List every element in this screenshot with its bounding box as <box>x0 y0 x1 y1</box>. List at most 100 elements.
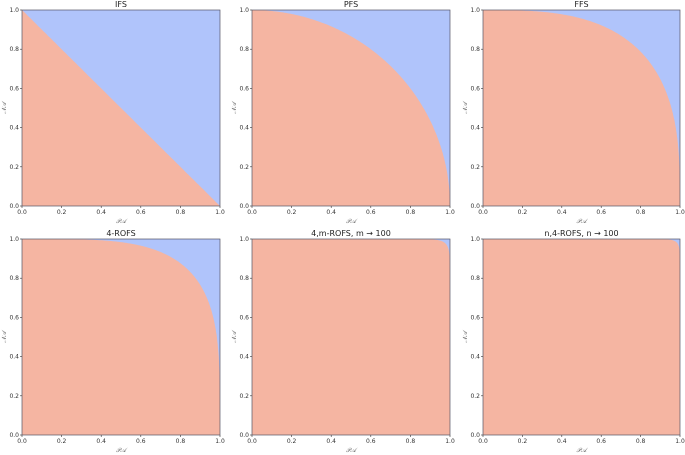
y-tick-label: 0.2 <box>470 393 480 400</box>
y-tick-label: 0.6 <box>239 85 249 92</box>
y-tick-label: 1.0 <box>9 236 19 243</box>
y-tick-label: 0.2 <box>239 164 249 171</box>
x-tick-label: 1.0 <box>215 438 225 445</box>
x-tick-label: 0.2 <box>287 438 297 445</box>
subplot-title: IFS <box>115 0 127 9</box>
y-tick-label: 0.0 <box>239 203 249 210</box>
x-tick-label: 0.2 <box>518 209 528 216</box>
x-tick-label: 0.2 <box>57 209 67 216</box>
inside-region <box>22 239 220 435</box>
x-axis-label: 𝒫𝒜 <box>116 447 128 454</box>
x-tick-label: 0.6 <box>366 209 376 216</box>
x-tick-label: 0.0 <box>247 209 257 216</box>
x-tick-label: 1.0 <box>675 209 685 216</box>
y-tick-label: 0.4 <box>9 125 19 132</box>
subplot-title: 4-ROFS <box>106 229 135 238</box>
y-tick-label: 0.6 <box>470 314 480 321</box>
x-tick-label: 0.4 <box>557 438 567 445</box>
y-tick-label: 0.8 <box>239 275 249 282</box>
x-tick-label: 0.8 <box>176 209 186 216</box>
x-tick-label: 0.0 <box>17 438 27 445</box>
x-axis-label: 𝒫𝒜 <box>576 447 588 454</box>
x-tick-label: 0.4 <box>557 209 567 216</box>
x-tick-label: 0.2 <box>518 438 528 445</box>
y-axis-label: 𝒩𝒜 <box>462 100 469 114</box>
x-tick-label: 0.0 <box>17 209 27 216</box>
axes-frame <box>251 9 451 207</box>
inside-region <box>483 239 680 435</box>
x-tick-label: 0.6 <box>596 438 606 445</box>
y-tick-label: 0.8 <box>470 46 480 53</box>
y-tick-label: 1.0 <box>239 236 249 243</box>
x-tick-label: 0.2 <box>287 209 297 216</box>
y-tick-label: 0.4 <box>239 354 249 361</box>
y-tick-label: 1.0 <box>470 236 480 243</box>
y-tick-label: 1.0 <box>9 7 19 14</box>
x-tick-label: 0.8 <box>406 209 416 216</box>
subplot-5: 4,m-ROFS, m → 100 0.0 0.2 0.4 0.6 0.8 1.0 0.0 0.… <box>231 229 455 454</box>
y-tick-label: 0.6 <box>9 85 19 92</box>
y-tick-label: 0.2 <box>9 393 19 400</box>
subplot-2: PFS 0.0 0.2 0.4 0.6 0.8 1.0 0.0 0.2 0.4 0.6 0.8 1.0 𝒫… <box>231 0 455 225</box>
x-tick-label: 0.6 <box>136 438 146 445</box>
y-axis-label: 𝒩𝒜 <box>462 329 469 343</box>
x-tick-label: 0.0 <box>247 438 257 445</box>
y-axis-label: 𝒩𝒜 <box>231 100 238 114</box>
axes-frame <box>251 238 451 436</box>
x-tick-label: 0.2 <box>57 438 67 445</box>
y-tick-label: 0.2 <box>239 393 249 400</box>
x-axis-label: 𝒫𝒜 <box>116 218 128 225</box>
y-tick-label: 0.0 <box>470 432 480 439</box>
x-tick-label: 0.4 <box>96 209 106 216</box>
y-tick-label: 0.6 <box>9 314 19 321</box>
subplot-title: PFS <box>344 0 358 9</box>
y-tick-label: 0.8 <box>239 46 249 53</box>
x-tick-label: 0.6 <box>596 209 606 216</box>
subplot-title: n,4-ROFS, n → 100 <box>544 229 618 238</box>
y-tick-label: 0.0 <box>9 203 19 210</box>
y-tick-label: 0.4 <box>9 354 19 361</box>
x-tick-label: 1.0 <box>445 438 455 445</box>
x-tick-label: 0.0 <box>478 438 488 445</box>
x-axis-label: 𝒫𝒜 <box>346 447 358 454</box>
y-tick-label: 0.6 <box>470 85 480 92</box>
inside-region <box>252 10 450 206</box>
x-tick-label: 0.4 <box>326 438 336 445</box>
y-tick-label: 0.4 <box>470 125 480 132</box>
x-tick-label: 0.8 <box>636 209 646 216</box>
x-tick-label: 0.6 <box>136 209 146 216</box>
x-tick-label: 0.0 <box>478 209 488 216</box>
x-tick-label: 0.4 <box>326 209 336 216</box>
subplot-3: FFS 0.0 0.2 0.4 0.6 0.8 1.0 0.0 0.2 0.4 0.6 0.8 1.0 𝒫… <box>462 0 685 225</box>
x-tick-label: 0.8 <box>406 438 416 445</box>
x-tick-label: 0.8 <box>176 438 186 445</box>
y-tick-label: 0.2 <box>9 164 19 171</box>
y-tick-label: 0.2 <box>470 164 480 171</box>
subplot-1: IFS 0.0 0.2 0.4 0.6 0.8 1.0 0.0 0.2 0.4 0.6 0.8 1.0 𝒫… <box>1 0 225 225</box>
axes-frame <box>482 238 681 436</box>
x-tick-label: 1.0 <box>445 209 455 216</box>
x-tick-label: 1.0 <box>675 438 685 445</box>
subplot-6: n,4-ROFS, n → 100 0.0 0.2 0.4 0.6 0.8 1.0 0.0 0.… <box>462 229 685 454</box>
y-tick-label: 0.0 <box>9 432 19 439</box>
y-tick-label: 0.8 <box>470 275 480 282</box>
y-tick-label: 0.0 <box>239 432 249 439</box>
axes-frame <box>21 9 221 207</box>
inside-region <box>483 10 680 206</box>
subplot-4: 4-ROFS 0.0 0.2 0.4 0.6 0.8 1.0 0.0 0.2 0.4 0.6 0.8 1… <box>1 229 225 454</box>
x-tick-label: 0.8 <box>636 438 646 445</box>
axes-frame <box>21 238 221 436</box>
subplot-title: 4,m-ROFS, m → 100 <box>311 229 391 238</box>
y-tick-label: 0.4 <box>239 125 249 132</box>
y-tick-label: 0.4 <box>470 354 480 361</box>
y-tick-label: 0.8 <box>9 46 19 53</box>
y-tick-label: 1.0 <box>239 7 249 14</box>
subplot-title: FFS <box>574 0 588 9</box>
y-axis-label: 𝒩𝒜 <box>231 329 238 343</box>
y-axis-label: 𝒩𝒜 <box>1 329 8 343</box>
x-tick-label: 0.4 <box>96 438 106 445</box>
inside-region <box>252 239 450 435</box>
y-tick-label: 1.0 <box>470 7 480 14</box>
x-axis-label: 𝒫𝒜 <box>346 218 358 225</box>
